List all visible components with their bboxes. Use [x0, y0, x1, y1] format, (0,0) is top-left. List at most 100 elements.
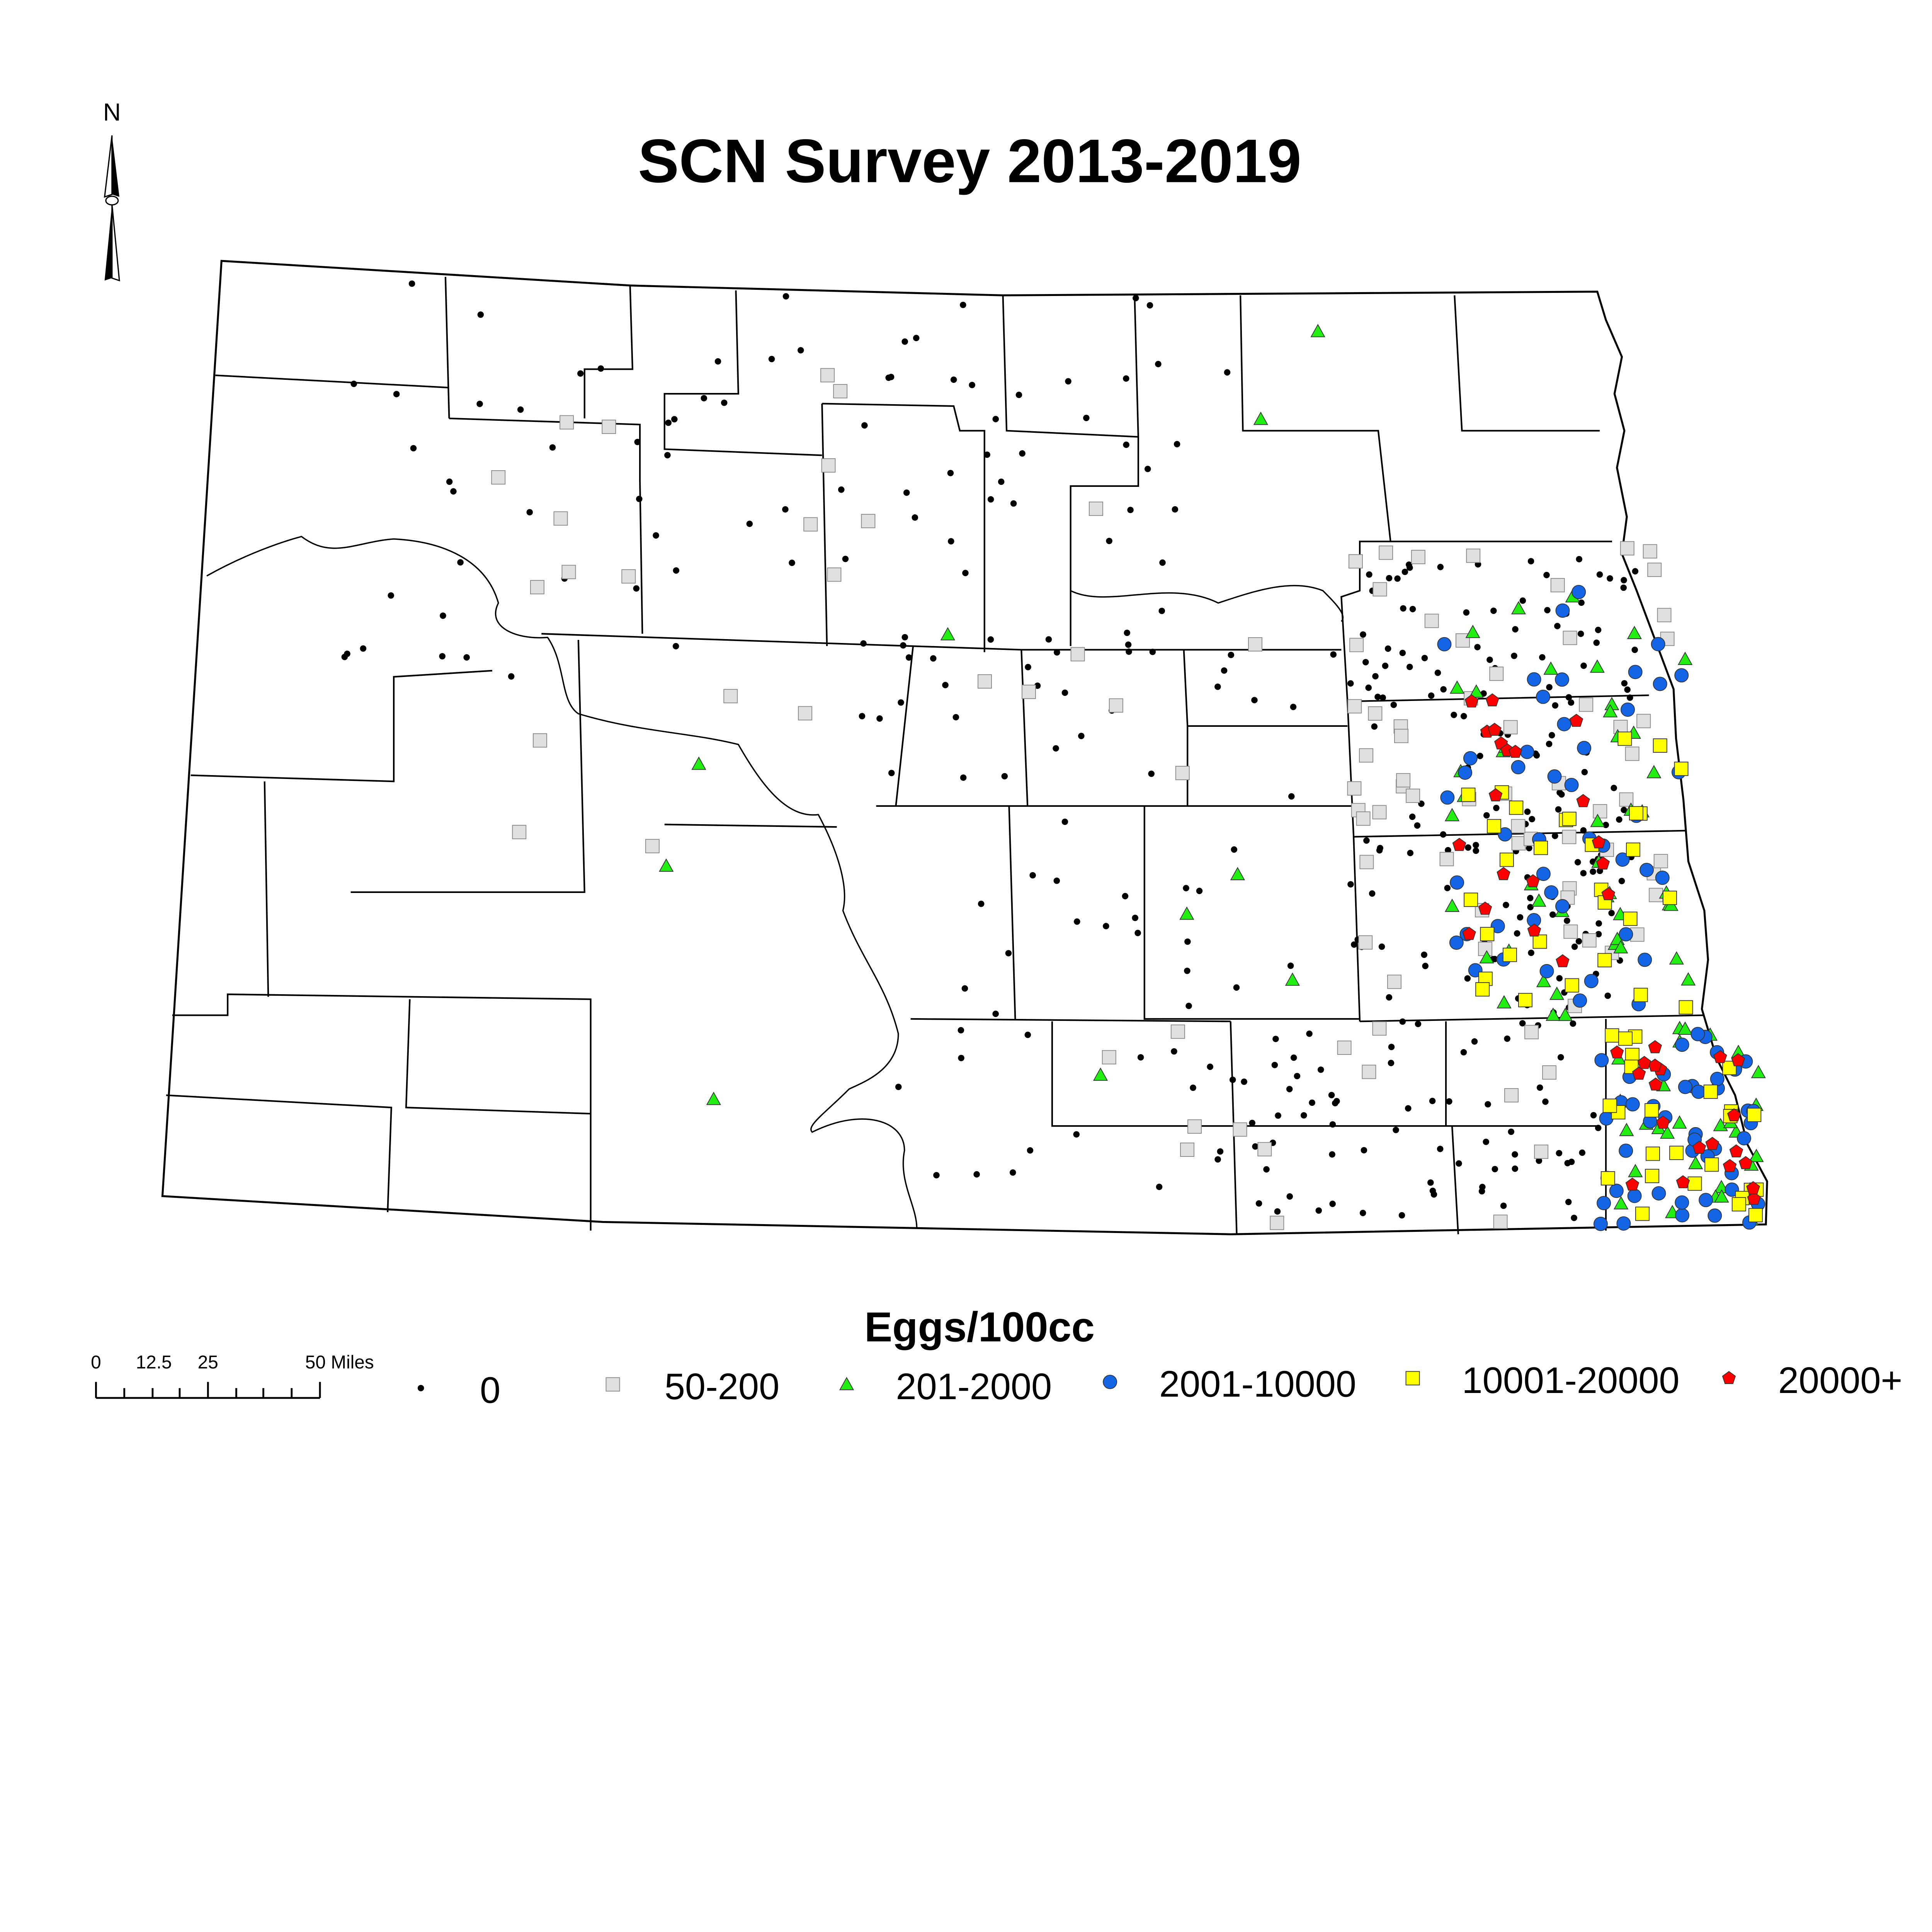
survey-point-201-2000	[1497, 995, 1512, 1009]
survey-point-0	[1440, 831, 1447, 838]
survey-point-0	[1061, 818, 1068, 825]
survey-point-50-200	[1439, 852, 1454, 866]
survey-point-0	[838, 486, 845, 493]
survey-point-201-2000	[1677, 651, 1693, 665]
survey-point-10001-20000	[1602, 1099, 1617, 1113]
scale-label-12-5: 12.5	[136, 1352, 172, 1372]
survey-point-0	[1158, 607, 1165, 614]
survey-point-0	[1015, 391, 1022, 398]
legend-label: 0	[480, 1370, 500, 1411]
survey-point-0	[1329, 1121, 1336, 1128]
survey-point-0	[1422, 963, 1429, 969]
survey-point-0	[1500, 1202, 1507, 1209]
survey-point-0	[1134, 930, 1141, 936]
legend-symbol-50-200	[605, 1377, 620, 1392]
survey-point-0	[888, 374, 895, 380]
survey-point-20000+	[1738, 1156, 1753, 1169]
survey-point-2001-10000	[1571, 585, 1586, 599]
survey-point-2001-10000	[1520, 745, 1534, 759]
survey-point-2001-10000	[1674, 668, 1689, 683]
survey-point-10001-20000	[1626, 842, 1641, 857]
survey-point-20000+	[1488, 788, 1503, 801]
survey-point-0	[782, 506, 789, 513]
survey-point-0	[1371, 723, 1378, 730]
survey-point-0	[1365, 684, 1372, 691]
survey-point-0	[1126, 648, 1132, 655]
survey-point-201-2000	[1449, 680, 1465, 694]
survey-point-0	[477, 311, 484, 318]
survey-point-201-2000	[1669, 951, 1684, 965]
survey-point-0	[633, 585, 640, 592]
survey-point-0	[1359, 1209, 1366, 1216]
survey-point-20000+	[1648, 1040, 1662, 1053]
survey-point-50-200	[1489, 667, 1504, 681]
survey-point-0	[597, 365, 604, 372]
survey-point-50-200	[1070, 647, 1085, 662]
survey-point-0	[1579, 1149, 1586, 1156]
survey-point-10001-20000	[1480, 927, 1495, 941]
survey-point-0	[1173, 441, 1180, 447]
survey-point-0	[1251, 697, 1258, 704]
survey-point-50-200	[833, 384, 848, 398]
survey-point-10001-20000	[1645, 1103, 1659, 1118]
survey-point-2001-10000	[1547, 769, 1562, 784]
survey-point-0	[957, 1027, 964, 1034]
survey-point-50-200	[723, 689, 738, 704]
survey-point-10001-20000	[1565, 978, 1579, 993]
survey-point-10001-20000	[1645, 1168, 1660, 1183]
survey-point-0	[961, 985, 968, 992]
survey-point-0	[789, 560, 795, 566]
survey-point-201-2000	[1285, 972, 1300, 986]
survey-point-2001-10000	[1450, 875, 1464, 890]
survey-point-50-200	[1348, 554, 1363, 569]
survey-point-0	[1207, 1063, 1213, 1070]
survey-point-0	[1053, 878, 1060, 884]
scn-survey-map: SCN Survey 2013-2019 N Eggs/100cc 0 50-20…	[91, 99, 1902, 1411]
survey-point-20000+	[1601, 887, 1616, 900]
survey-point-2001-10000	[1536, 867, 1551, 881]
survey-point-201-2000	[1628, 1164, 1643, 1177]
survey-point-50-200	[1180, 1142, 1194, 1157]
survey-point-201-2000	[659, 858, 674, 872]
survey-point-0	[950, 376, 957, 383]
survey-point-0	[842, 556, 849, 562]
survey-point-0	[1512, 626, 1519, 633]
survey-point-0	[1382, 662, 1389, 669]
survey-point-201-2000	[1230, 867, 1245, 881]
survey-point-2001-10000	[1675, 1195, 1689, 1210]
scale-label-0: 0	[91, 1352, 101, 1372]
survey-point-0	[1465, 844, 1471, 851]
survey-point-0	[1125, 641, 1132, 648]
survey-point-0	[1595, 627, 1602, 633]
survey-point-0	[1001, 773, 1008, 780]
survey-point-0	[1249, 1119, 1255, 1126]
survey-point-2001-10000	[1625, 1097, 1640, 1112]
survey-point-50-200	[1582, 933, 1597, 948]
survey-point-0	[1445, 847, 1451, 854]
survey-point-0	[508, 673, 515, 680]
survey-point-50-200	[1368, 706, 1383, 721]
survey-point-0	[1473, 842, 1479, 849]
survey-point-20000+	[1497, 867, 1510, 880]
survey-point-0	[1287, 963, 1294, 969]
survey-point-0	[1294, 1073, 1301, 1080]
survey-point-20000+	[1731, 1053, 1745, 1066]
survey-point-2001-10000	[1616, 1216, 1631, 1231]
survey-point-10001-20000	[1653, 738, 1667, 753]
survey-point-0	[1184, 968, 1190, 974]
survey-point-0	[671, 416, 678, 423]
survey-point-50-200	[1613, 719, 1628, 734]
survey-point-20000+	[1632, 1066, 1646, 1080]
survey-point-0	[360, 645, 367, 652]
survey-point-201-2000	[1546, 1007, 1561, 1021]
survey-point-20000+	[1727, 1108, 1741, 1121]
survey-point-0	[1460, 1049, 1467, 1056]
survey-point-2001-10000	[1710, 1071, 1725, 1086]
survey-point-10001-20000	[1669, 1146, 1684, 1160]
survey-point-50-200	[978, 674, 992, 689]
survey-point-0	[1552, 702, 1559, 709]
lake-sakakawea	[1070, 585, 1344, 622]
survey-point-20000+	[1610, 1045, 1624, 1059]
survey-point-0	[1388, 1060, 1395, 1066]
survey-point-50-200	[1504, 1088, 1519, 1103]
